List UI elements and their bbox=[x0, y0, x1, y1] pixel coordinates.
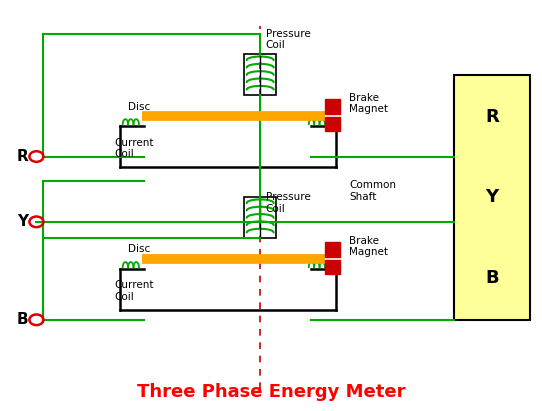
Text: Pressure
Coil: Pressure Coil bbox=[266, 29, 311, 51]
Bar bbox=[325, 242, 340, 257]
Text: Current
Coil: Current Coil bbox=[114, 280, 154, 302]
Text: R: R bbox=[485, 108, 499, 125]
Bar bbox=[325, 117, 340, 131]
Text: Three Phase Energy Meter: Three Phase Energy Meter bbox=[137, 383, 405, 402]
Bar bbox=[325, 99, 340, 114]
Text: B: B bbox=[485, 269, 499, 287]
Text: R: R bbox=[17, 149, 28, 164]
FancyBboxPatch shape bbox=[454, 75, 530, 320]
Text: Pressure
Coil: Pressure Coil bbox=[266, 192, 311, 214]
Text: Brake
Magnet: Brake Magnet bbox=[349, 92, 388, 114]
Text: Disc: Disc bbox=[128, 102, 150, 112]
Text: Disc: Disc bbox=[128, 245, 150, 254]
Bar bbox=[325, 260, 340, 274]
Text: Brake
Magnet: Brake Magnet bbox=[349, 236, 388, 257]
Text: Y: Y bbox=[17, 214, 28, 229]
Text: Y: Y bbox=[486, 188, 499, 206]
Text: Common
Shaft: Common Shaft bbox=[349, 180, 396, 202]
Text: B: B bbox=[17, 312, 28, 327]
Text: Current
Coil: Current Coil bbox=[114, 138, 154, 159]
